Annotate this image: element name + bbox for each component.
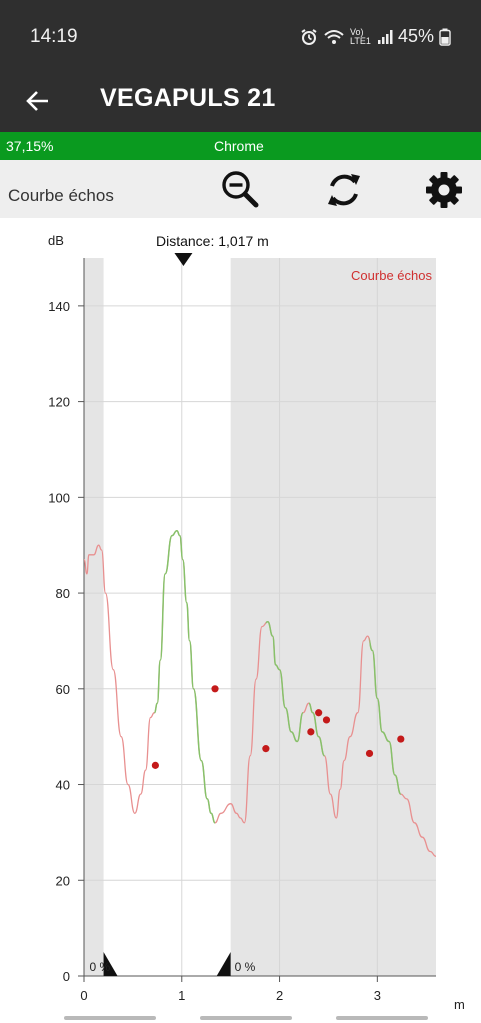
- x-tick-label-1: 1: [178, 988, 185, 1003]
- echo-point-2[interactable]: [262, 745, 270, 753]
- echo-point-4[interactable]: [315, 709, 323, 717]
- strip-center-label: Chrome: [214, 138, 264, 154]
- gear-icon: [426, 172, 462, 208]
- echo-point-3[interactable]: [307, 728, 315, 736]
- status-icons: Vo) LTE1 45%: [300, 26, 451, 47]
- x-axis-label: m: [454, 997, 465, 1012]
- back-button[interactable]: [20, 84, 56, 118]
- x-tick-label-0: 0: [80, 988, 87, 1003]
- page-title: VEGAPULS 21: [100, 84, 276, 112]
- y-tick-label-60: 60: [56, 682, 70, 697]
- range-marker-max-label: 0 %: [235, 960, 256, 974]
- refresh-button[interactable]: [322, 168, 366, 212]
- y-tick-label-140: 140: [48, 299, 70, 314]
- echo-point-0[interactable]: [151, 761, 159, 769]
- signal-icon: [378, 29, 393, 44]
- nav-hint-left[interactable]: [64, 1016, 156, 1020]
- status-time: 14:19: [30, 26, 78, 47]
- y-tick-label-120: 120: [48, 395, 70, 410]
- app-bar: VEGAPULS 21: [0, 70, 481, 132]
- chart-toolbar: Courbe échos: [0, 160, 481, 218]
- legend-label: Courbe échos: [351, 268, 432, 283]
- x-tick-label-3: 3: [374, 988, 381, 1003]
- distance-label: Distance: 1,017 m: [156, 233, 269, 249]
- echo-point-7[interactable]: [397, 735, 405, 743]
- shaded-region-1: [230, 258, 436, 976]
- zoom-out-icon: [222, 171, 259, 208]
- range-marker-min-label: 0 %: [90, 960, 111, 974]
- y-tick-label-20: 20: [56, 873, 70, 888]
- level-percent: 37,15%: [6, 138, 54, 154]
- nav-hint-right[interactable]: [336, 1016, 428, 1020]
- arrow-left-icon: [26, 91, 48, 111]
- zoom-out-button[interactable]: [218, 168, 262, 212]
- wifi-icon: [324, 29, 344, 44]
- y-tick-label-0: 0: [63, 969, 70, 984]
- range-marker-max[interactable]: [216, 952, 231, 976]
- y-tick-label-40: 40: [56, 778, 70, 793]
- shaded-region-0: [84, 258, 104, 976]
- echo-curve-line: [83, 530, 437, 857]
- distance-marker[interactable]: [174, 253, 193, 266]
- battery-icon: [439, 28, 451, 46]
- settings-button[interactable]: [422, 168, 466, 212]
- range-marker-min[interactable]: [103, 952, 118, 976]
- echo-point-6[interactable]: [365, 749, 374, 758]
- echo-point-1[interactable]: [211, 685, 219, 693]
- status-bar: 14:19 Vo) LTE1 45%: [0, 0, 481, 70]
- battery-percent: 45%: [398, 26, 435, 46]
- network-label: Vo) LTE1: [350, 26, 371, 46]
- x-tick-label-2: 2: [276, 988, 283, 1003]
- nav-hint-center[interactable]: [200, 1016, 292, 1020]
- y-axis-label: dB: [48, 233, 64, 248]
- y-tick-label-80: 80: [56, 586, 70, 601]
- refresh-icon: [328, 174, 360, 206]
- echo-curve-chart: 0 20 40 60 80 100 120 140 0 1 2 3 0 % 0 % dB m Courb…: [0, 218, 481, 1023]
- toolbar-label: Courbe échos: [8, 186, 114, 205]
- level-status-strip: 37,15% Chrome: [0, 132, 481, 160]
- echo-curve-plot: 0 20 40 60 80 100 120 140 0 1 2 3 0 % 0 % dB m Courb…: [48, 233, 465, 1012]
- alarm-icon: [301, 28, 317, 45]
- y-tick-label-100: 100: [48, 490, 70, 505]
- echo-point-5[interactable]: [322, 716, 331, 724]
